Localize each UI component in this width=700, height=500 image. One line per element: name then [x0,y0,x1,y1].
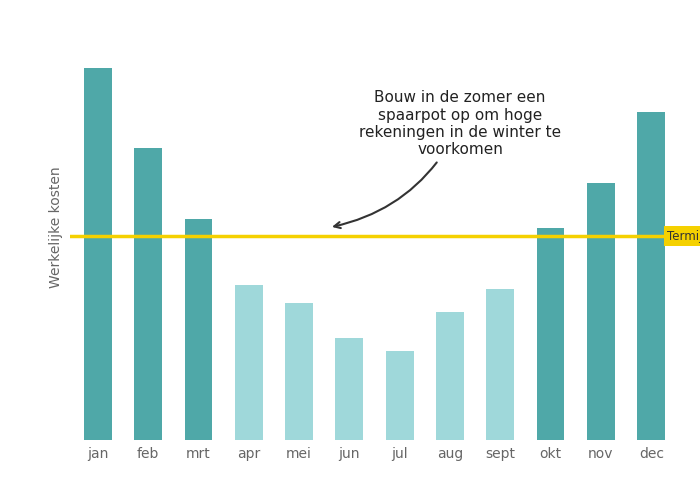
Y-axis label: Werkelijke kosten: Werkelijke kosten [49,166,63,288]
Bar [587,183,615,440]
Text: Termijnbedrag: Termijnbedrag [667,230,700,243]
Bar [537,228,564,440]
Bar [486,290,514,440]
Text: Bouw in de zomer een
spaarpot op om hoge
rekeningen in de winter te
voorkomen: Bouw in de zomer een spaarpot op om hoge… [334,90,561,228]
Bar [134,148,162,440]
Bar [84,68,111,440]
Bar [285,303,313,440]
Bar [386,352,414,440]
Bar [638,112,665,440]
Bar [234,285,262,440]
Bar [335,338,363,440]
Bar [436,312,464,440]
Bar [185,218,212,440]
